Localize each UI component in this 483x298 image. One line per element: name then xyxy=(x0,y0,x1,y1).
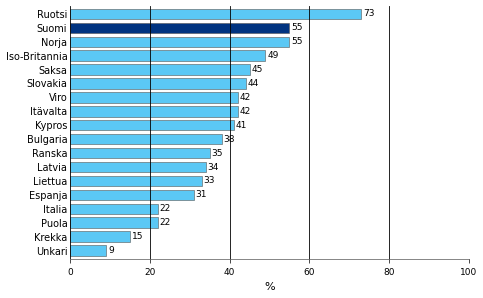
Bar xyxy=(70,231,130,242)
Bar xyxy=(70,106,238,117)
Text: 55: 55 xyxy=(291,37,303,46)
Bar xyxy=(70,245,106,256)
Text: 44: 44 xyxy=(247,79,259,88)
Bar xyxy=(70,190,194,200)
Text: 45: 45 xyxy=(252,65,263,74)
Bar xyxy=(70,218,158,228)
Text: 9: 9 xyxy=(108,246,114,255)
Bar xyxy=(70,148,210,158)
Text: 15: 15 xyxy=(132,232,143,241)
Text: 38: 38 xyxy=(224,135,235,144)
Bar xyxy=(70,37,289,47)
X-axis label: %: % xyxy=(264,283,275,292)
Text: 31: 31 xyxy=(196,190,207,199)
Bar xyxy=(70,92,238,103)
Bar xyxy=(70,134,222,145)
Text: 41: 41 xyxy=(236,121,247,130)
Bar xyxy=(70,162,206,172)
Bar xyxy=(70,9,361,19)
Text: 22: 22 xyxy=(160,204,171,213)
Bar xyxy=(70,64,250,75)
Text: 73: 73 xyxy=(363,10,375,18)
Text: 33: 33 xyxy=(204,176,215,185)
Bar xyxy=(70,204,158,214)
Text: 42: 42 xyxy=(240,107,251,116)
Bar xyxy=(70,23,289,33)
Text: 22: 22 xyxy=(160,218,171,227)
Text: 55: 55 xyxy=(291,23,303,32)
Text: 49: 49 xyxy=(268,51,279,60)
Bar xyxy=(70,176,202,186)
Bar xyxy=(70,50,266,61)
Text: 42: 42 xyxy=(240,93,251,102)
Bar xyxy=(70,120,234,131)
Text: 35: 35 xyxy=(212,149,223,158)
Text: 34: 34 xyxy=(208,162,219,172)
Bar xyxy=(70,78,245,89)
